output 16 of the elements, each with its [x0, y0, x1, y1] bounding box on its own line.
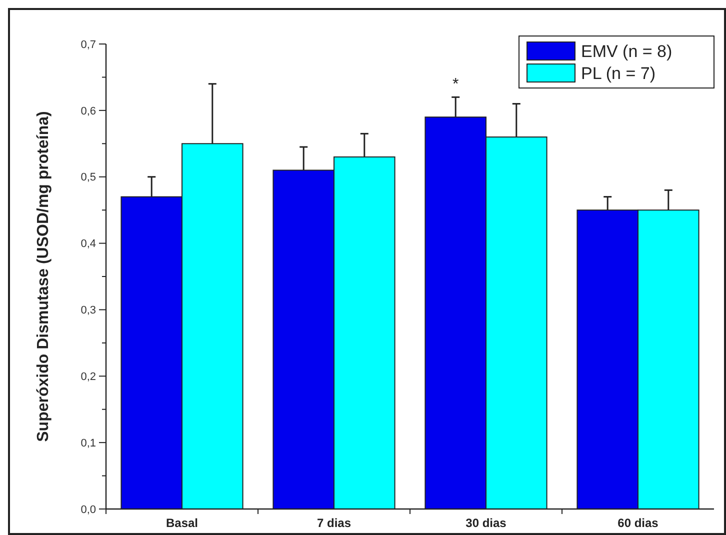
- y-tick-label: 0,2: [80, 370, 96, 383]
- x-tick-label: Basal: [166, 516, 198, 530]
- y-axis-title: Superóxido Dismutase (USOD/mg proteína): [35, 111, 52, 442]
- x-tick-label: 30 dias: [466, 516, 507, 530]
- legend-label: EMV (n = 8): [581, 42, 672, 61]
- y-tick-label: 0,3: [80, 304, 96, 317]
- y-tick-label: 0,7: [80, 38, 96, 51]
- y-tick-label: 0,1: [80, 437, 96, 450]
- annotation: *: [452, 76, 459, 94]
- y-tick-label: 0,5: [80, 172, 96, 184]
- x-tick-label: 7 dias: [316, 516, 352, 530]
- y-tick-label: 0,0: [80, 504, 96, 516]
- legend-label: PL (n = 7): [581, 64, 656, 83]
- x-tick-label: 60 dias: [618, 516, 659, 530]
- y-tick-label: 0,4: [80, 238, 96, 250]
- y-tick-label: 0,6: [80, 105, 96, 118]
